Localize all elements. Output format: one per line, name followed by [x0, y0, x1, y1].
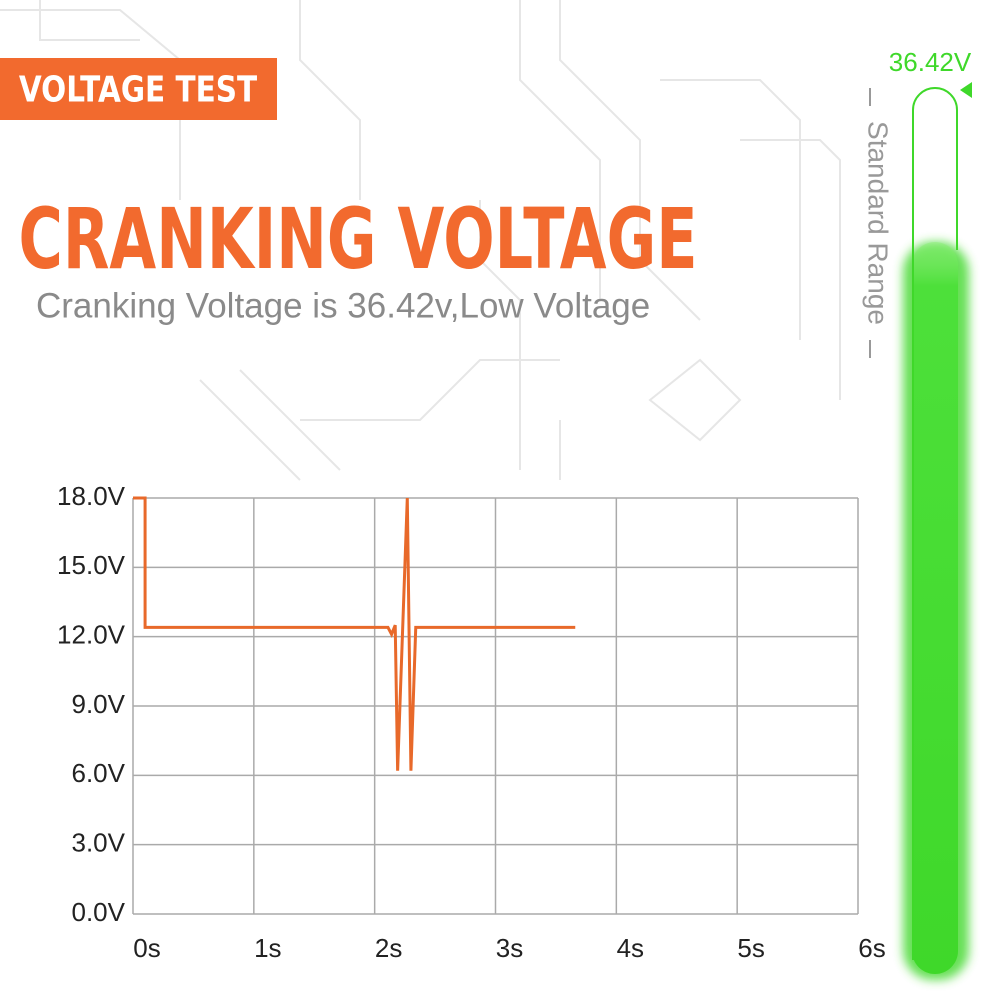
x-tick-label: 2s	[375, 933, 402, 963]
gauge-bar	[912, 242, 958, 974]
gauge-label: 36.42V	[889, 47, 972, 77]
title: CRANKING VOLTAGE	[18, 191, 697, 289]
y-tick-label: 3.0V	[72, 828, 126, 858]
x-tick-label: 1s	[254, 933, 281, 963]
subtitle: Cranking Voltage is 36.42v,Low Voltage	[36, 286, 650, 325]
gauge-tube	[912, 87, 958, 960]
badge: VOLTAGE TEST	[19, 67, 258, 110]
y-tick-label: 9.0V	[72, 689, 126, 719]
line	[133, 496, 576, 771]
badge-bg	[0, 58, 277, 120]
y-tick-label: 15.0V	[57, 550, 126, 580]
x-tick-label: 4s	[617, 933, 644, 963]
chart: 0.0V 3.0V 6.0V 9.0V 12.0V 15.0V 18.0V 0s 1s 2s 3s 4…	[57, 481, 886, 963]
y-tick-label: 0.0V	[72, 897, 126, 927]
y-tick-label: 6.0V	[72, 758, 126, 788]
x-tick-label: 6s	[858, 933, 885, 963]
range-label: Standard Range	[863, 121, 894, 325]
y-tick-label: 12.0V	[57, 620, 126, 650]
circuit-decoration	[0, 0, 841, 481]
x-tick-label: 3s	[496, 933, 523, 963]
gauge-pointer	[960, 82, 972, 98]
x-tick-label: 5s	[737, 933, 764, 963]
x-tick-label: 0s	[133, 933, 160, 963]
y-tick-label: 18.0V	[57, 481, 126, 511]
